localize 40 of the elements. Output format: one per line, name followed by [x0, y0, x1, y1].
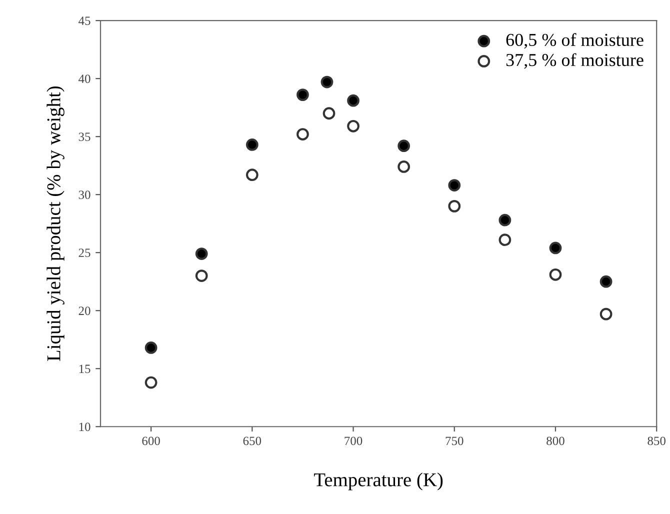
- point: [322, 107, 336, 120]
- point: [296, 88, 309, 102]
- point: [195, 270, 208, 282]
- x-tick-label: 800: [546, 436, 564, 446]
- legend-label: 37,5 % of moisture: [506, 53, 644, 69]
- point: [144, 342, 158, 354]
- point: [144, 376, 158, 389]
- y-tick-label: 30: [78, 190, 90, 200]
- y-tick-label: 20: [78, 306, 90, 316]
- point: [347, 120, 360, 132]
- point: [448, 179, 461, 192]
- x-tick-label: 600: [142, 436, 160, 446]
- x-tick-label: 750: [446, 436, 464, 446]
- y-tick-label: 15: [79, 364, 90, 374]
- point: [347, 94, 360, 107]
- x-tick-label: 650: [243, 436, 262, 446]
- x-axis-title: Temperature (K): [314, 472, 443, 490]
- y-tick-label: 40: [78, 74, 90, 84]
- y-tick-label: 25: [78, 248, 90, 258]
- point: [600, 275, 612, 288]
- point: [246, 138, 258, 151]
- y-tick-label: 10: [79, 422, 90, 432]
- point: [498, 214, 512, 226]
- point: [498, 234, 512, 246]
- point: [448, 200, 461, 212]
- point: [195, 248, 208, 260]
- legend-label: 60,5 % of moisture: [506, 33, 644, 49]
- point: [549, 242, 562, 254]
- point: [398, 140, 410, 152]
- y-tick-label: 45: [78, 16, 90, 26]
- point: [549, 268, 562, 281]
- x-tick-label: 850: [648, 436, 666, 446]
- point: [246, 168, 258, 182]
- y-axis-title: Liquid yield product (% by weight): [46, 86, 64, 361]
- point: [398, 160, 410, 173]
- x-tick-label: 700: [344, 436, 362, 446]
- point: [296, 128, 309, 140]
- point: [600, 308, 612, 320]
- point: [320, 76, 334, 88]
- y-tick-label: 35: [78, 132, 90, 142]
